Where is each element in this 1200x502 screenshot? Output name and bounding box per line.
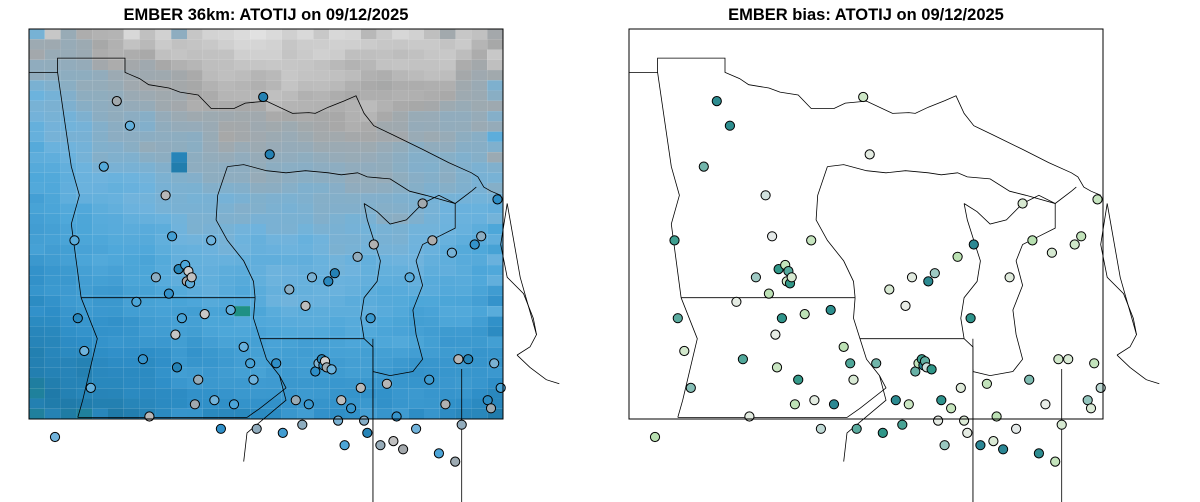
svg-text:EMBER bias: ATOTIJ on 09/12/20: EMBER bias: ATOTIJ on 09/12/2025 <box>728 6 1004 24</box>
svg-text:EMBER 36km: ATOTIJ on 09/12/20: EMBER 36km: ATOTIJ on 09/12/2025 <box>124 6 409 24</box>
